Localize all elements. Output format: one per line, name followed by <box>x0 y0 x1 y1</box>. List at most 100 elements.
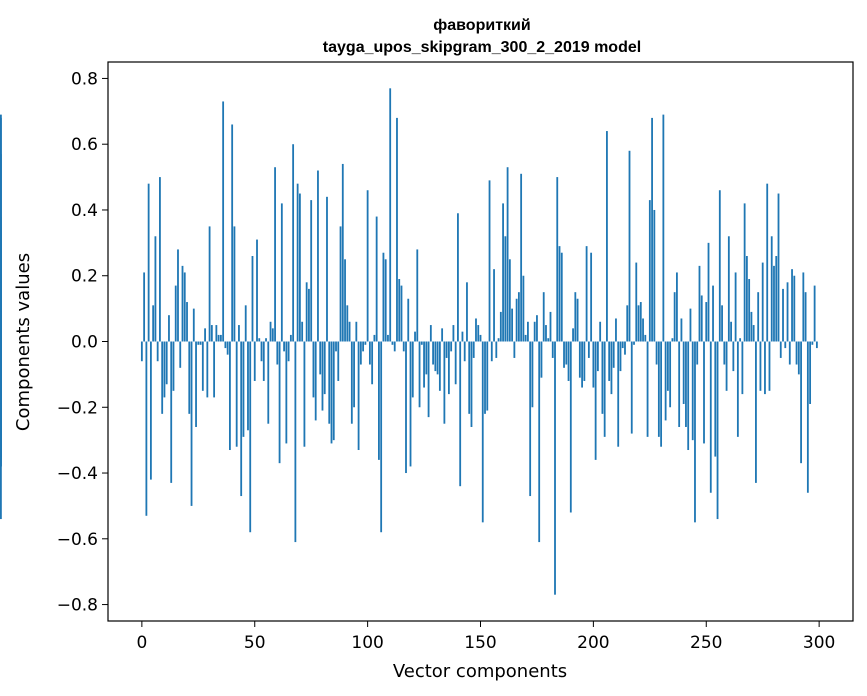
bar <box>612 341 615 368</box>
bars-group <box>0 88 818 595</box>
bar <box>301 321 304 342</box>
bar <box>152 305 155 342</box>
bar <box>260 341 263 362</box>
bar <box>592 341 595 388</box>
bar <box>321 341 324 411</box>
bar <box>578 341 581 378</box>
bar <box>646 341 649 437</box>
bar <box>497 338 500 342</box>
bar <box>666 341 669 391</box>
bar <box>723 341 726 365</box>
bar <box>536 315 538 342</box>
bar <box>393 341 396 352</box>
bar <box>508 259 511 342</box>
bar <box>204 328 206 342</box>
bar <box>660 341 663 447</box>
bar <box>628 150 631 342</box>
bar <box>565 341 568 365</box>
bar <box>786 282 789 342</box>
y-axis-ticks: −0.8 −0.6 −0.4 −0.2 0.0 0.2 0.4 0.6 0.8 <box>57 69 108 616</box>
bar <box>154 236 157 342</box>
bar <box>265 338 267 342</box>
bar <box>438 341 441 391</box>
bar <box>549 311 552 342</box>
bar <box>673 292 676 342</box>
bar <box>624 341 626 355</box>
bar <box>389 88 392 342</box>
bar <box>547 338 550 342</box>
bar <box>603 341 606 437</box>
bar <box>569 341 572 513</box>
bar <box>601 341 604 414</box>
bar <box>804 292 807 342</box>
bar <box>285 341 288 444</box>
bar <box>712 285 714 342</box>
bar <box>556 177 559 342</box>
bar <box>231 124 234 342</box>
bar <box>190 341 193 506</box>
bar <box>615 318 617 342</box>
bar <box>423 341 425 388</box>
bar <box>479 334 482 342</box>
bar <box>283 341 285 352</box>
bar <box>651 117 653 342</box>
bar <box>409 341 412 467</box>
bar <box>748 279 751 342</box>
bar <box>662 114 665 342</box>
bar <box>583 341 586 381</box>
bar <box>341 163 344 342</box>
bar <box>208 226 211 342</box>
bar <box>630 341 633 434</box>
bar <box>217 334 220 342</box>
bar <box>743 203 746 342</box>
bar <box>554 341 556 595</box>
bar <box>414 331 416 342</box>
bar <box>163 341 166 398</box>
bar <box>606 131 608 342</box>
bar <box>262 341 265 381</box>
bar <box>256 239 258 342</box>
bar <box>450 341 453 352</box>
bar <box>671 338 674 342</box>
bar <box>481 341 484 523</box>
bar <box>513 341 516 358</box>
bar <box>576 298 579 342</box>
bar <box>247 341 249 431</box>
x-tick-label: 250 <box>690 633 722 653</box>
bar <box>800 341 802 464</box>
y-tick-label: 0.8 <box>71 69 98 89</box>
bar <box>698 265 701 342</box>
y-tick-label: 0.6 <box>71 135 98 155</box>
bar <box>378 341 380 460</box>
x-tick-label: 200 <box>577 633 609 653</box>
bar <box>809 341 812 404</box>
plot-frame <box>107 61 854 622</box>
bar <box>594 341 597 460</box>
bar <box>447 341 450 395</box>
bar <box>707 242 710 342</box>
bar <box>240 341 243 497</box>
x-tick-label: 50 <box>244 633 266 653</box>
bar <box>371 341 374 385</box>
bar <box>714 341 717 457</box>
bar <box>517 292 520 342</box>
x-tick-label: 150 <box>464 633 496 653</box>
y-tick-label: 0.4 <box>71 201 98 221</box>
bar <box>499 311 502 342</box>
bar <box>581 341 583 388</box>
bar <box>793 275 796 342</box>
bar <box>766 183 769 342</box>
bar <box>522 275 525 342</box>
bar <box>174 285 177 342</box>
bar <box>676 272 678 342</box>
bar <box>332 341 335 441</box>
bar <box>355 321 358 342</box>
bar <box>504 236 507 342</box>
bar <box>149 341 152 480</box>
bar <box>529 341 532 497</box>
bar <box>730 321 732 342</box>
bar <box>357 341 360 451</box>
bar <box>199 341 202 345</box>
x-tick-label: 100 <box>351 633 383 653</box>
